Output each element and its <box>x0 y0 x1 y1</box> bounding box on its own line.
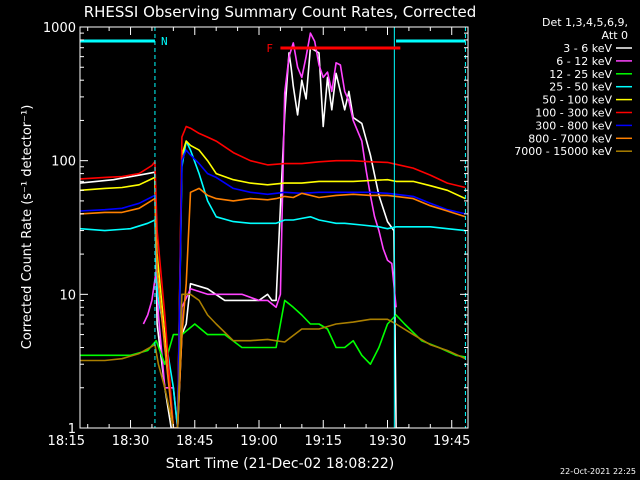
footer-timestamp: 22-Oct-2021 22:25 <box>560 467 636 476</box>
legend-entry-label: 3 - 6 keV <box>563 42 612 55</box>
x-tick-label: 19:00 <box>240 434 277 449</box>
plot-frame <box>79 26 469 429</box>
series-line-1 <box>80 46 409 428</box>
legend-entry-label: 7000 - 15000 keV <box>514 145 612 158</box>
x-tick-label: 19:15 <box>305 434 342 449</box>
x-tick-label: 18:15 <box>48 434 85 449</box>
y-tick-label: 100 <box>51 155 76 170</box>
x-tick-label: 19:30 <box>369 434 406 449</box>
legend-entry-label: 300 - 800 keV <box>535 119 612 132</box>
y-tick-label: 1 <box>68 422 76 437</box>
series-line-5 <box>80 140 466 428</box>
series-line-8 <box>80 187 466 428</box>
series-line-7 <box>80 149 466 428</box>
x-tick-label: 18:30 <box>112 434 149 449</box>
x-tick-label: 19:45 <box>433 434 470 449</box>
y-tick-label: 1000 <box>43 21 76 36</box>
legend-entry-label: 100 - 300 keV <box>535 107 612 120</box>
series-line-6 <box>80 125 466 428</box>
legend-entry-label: 800 - 7000 keV <box>528 132 612 145</box>
series-line-9 <box>80 293 466 428</box>
series-line-2 <box>142 32 397 428</box>
night-label: N <box>161 35 168 48</box>
series-line-3 <box>80 299 466 366</box>
legend-entry-label: 50 - 100 keV <box>542 94 612 107</box>
chart-title: RHESSI Observing Summary Count Rates, Co… <box>84 3 477 21</box>
y-tick-label: 10 <box>59 288 76 303</box>
x-tick-label: 18:45 <box>176 434 213 449</box>
y-axis-label: Corrected Count Rate (s⁻¹ detector⁻¹) <box>20 105 35 350</box>
legend-entry-label: 12 - 25 keV <box>549 68 612 81</box>
flare-label: F <box>266 42 273 55</box>
legend-title-line: Att 0 <box>602 29 628 42</box>
legend-entry-label: 25 - 50 keV <box>549 81 612 94</box>
x-axis-label: Start Time (21-Dec-02 18:08:22) <box>166 456 394 472</box>
legend-title-line: Det 1,3,4,5,6,9, <box>542 16 628 29</box>
legend-entry-label: 6 - 12 keV <box>556 55 612 68</box>
